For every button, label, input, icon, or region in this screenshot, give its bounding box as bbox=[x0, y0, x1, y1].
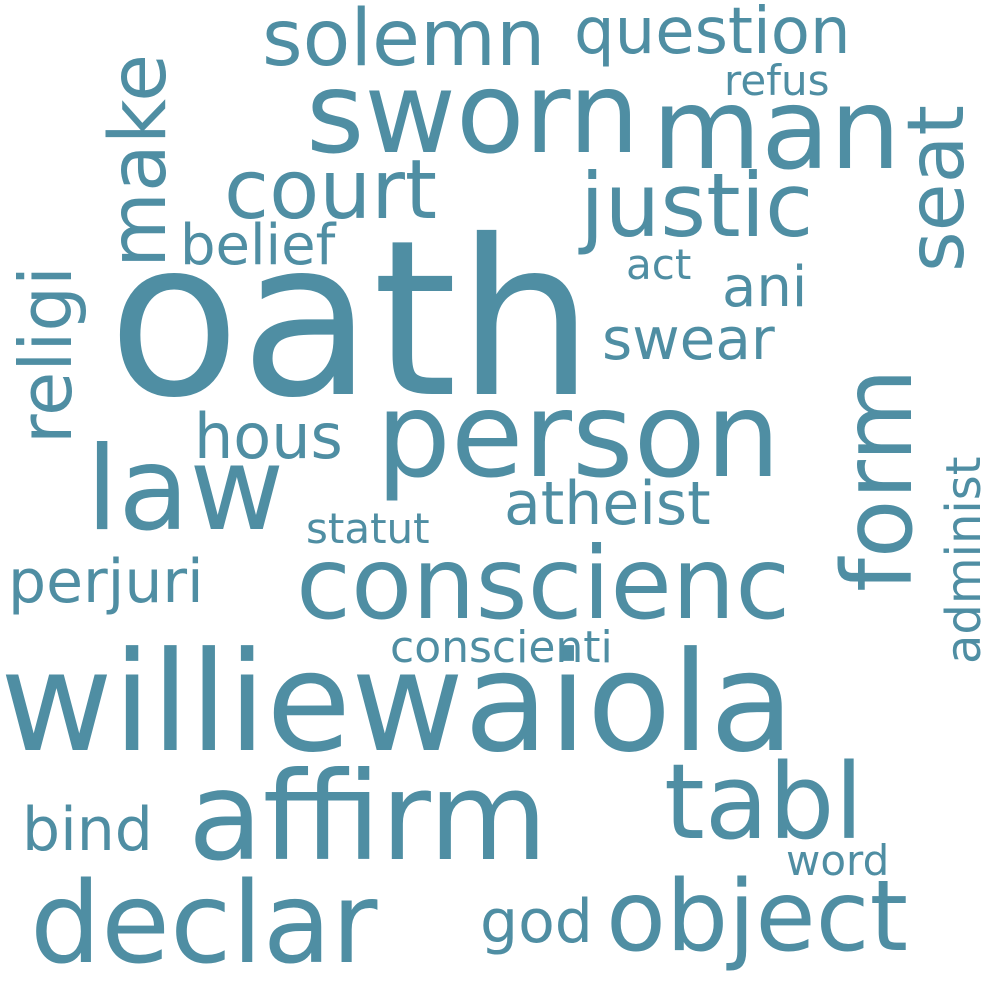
word-court: court bbox=[224, 143, 438, 238]
word-word: word bbox=[786, 836, 890, 885]
word-ani: ani bbox=[722, 255, 808, 320]
word-atheist: atheist bbox=[504, 469, 711, 539]
word-act: act bbox=[626, 240, 692, 289]
word-sworn: sworn bbox=[306, 49, 640, 179]
word-conscienc: conscienc bbox=[296, 525, 791, 642]
word-seat: seat bbox=[892, 104, 982, 272]
word-statut: statut bbox=[306, 504, 430, 553]
word-object: object bbox=[606, 860, 908, 974]
word-williewaiola: williewaiola bbox=[0, 622, 795, 783]
word-perjuri: perjuri bbox=[8, 547, 204, 617]
word-bind: bind bbox=[22, 795, 153, 865]
word-justic: justic bbox=[580, 154, 814, 257]
word-conscienti: conscienti bbox=[390, 622, 613, 673]
word-question: question bbox=[574, 0, 851, 69]
word-refus: refus bbox=[724, 56, 830, 105]
word-belief: belief bbox=[180, 213, 336, 278]
word-man: man bbox=[652, 65, 901, 195]
word-god: god bbox=[480, 887, 593, 957]
word-person: person bbox=[376, 366, 781, 504]
word-religi: religi bbox=[4, 265, 88, 444]
word-swear: swear bbox=[602, 305, 775, 373]
word-hous: hous bbox=[194, 400, 343, 473]
word-form: form bbox=[822, 368, 934, 592]
word-tabl: tabl bbox=[664, 741, 864, 863]
word-oath: oath bbox=[108, 194, 595, 445]
word-make: make bbox=[94, 53, 184, 268]
word-solemn: solemn bbox=[262, 0, 546, 84]
word-declar: declar bbox=[30, 859, 378, 989]
word-administ: administ bbox=[936, 456, 992, 664]
word-law: law bbox=[86, 422, 285, 557]
word-affirm: affirm bbox=[188, 746, 548, 888]
